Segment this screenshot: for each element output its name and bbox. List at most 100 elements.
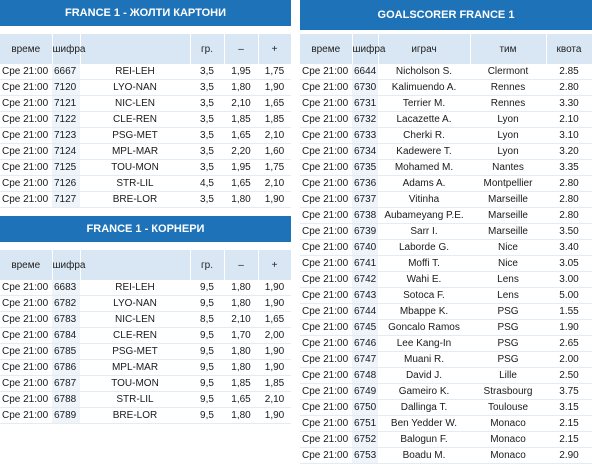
scorers-cell: Сре 21:00 bbox=[300, 111, 352, 128]
table-row[interactable]: Сре 21:00 6752 Balogun F. Monaco 2.15 bbox=[300, 431, 592, 448]
table-row[interactable]: Сре 21:00 6785 PSG-MET 9,5 1,80 1,90 bbox=[0, 343, 291, 360]
table-row[interactable]: Сре 21:00 6733 Cherki R. Lyon 3.10 bbox=[300, 127, 592, 144]
table-row[interactable]: Сре 21:00 6786 MPL-MAR 9,5 1,80 1,90 bbox=[0, 359, 291, 376]
table-row[interactable]: Сре 21:00 6787 TOU-MON 9,5 1,85 1,85 bbox=[0, 375, 291, 392]
table-row[interactable]: Сре 21:00 6737 Vitinha Marseille 2.80 bbox=[300, 191, 592, 208]
table-row[interactable]: Сре 21:00 6747 Muani R. PSG 2.00 bbox=[300, 351, 592, 368]
table-row[interactable]: Сре 21:00 6784 CLE-REN 9,5 1,70 2,00 bbox=[0, 327, 291, 344]
corners-cell: 1,85 bbox=[258, 375, 291, 392]
cards-cell: PSG-MET bbox=[80, 127, 190, 144]
scorers-cell: 2.80 bbox=[546, 191, 592, 208]
table-row[interactable]: Сре 21:00 6753 Boadu M. Monaco 2.90 bbox=[300, 447, 592, 464]
cards-cell: 1,75 bbox=[258, 64, 291, 80]
table-row[interactable]: Сре 21:00 7126 STR-LIL 4,5 1,65 2,10 bbox=[0, 175, 291, 192]
scorers-cell: Goncalo Ramos bbox=[378, 319, 470, 336]
scorers-cell: Lens bbox=[470, 271, 546, 288]
corners-cell: NIC-LEN bbox=[80, 311, 190, 328]
table-row[interactable]: Сре 21:00 6750 Dallinga T. Toulouse 3.15 bbox=[300, 399, 592, 416]
scorers-cell: Monaco bbox=[470, 431, 546, 448]
scorers-cell: Laborde G. bbox=[378, 239, 470, 256]
table-row[interactable]: Сре 21:00 6683 REI-LEH 9,5 1,80 1,90 bbox=[0, 280, 291, 296]
corners-header-3: гр. bbox=[190, 250, 225, 280]
table-row[interactable]: Сре 21:00 6743 Sotoca F. Lens 5.00 bbox=[300, 287, 592, 304]
corners-cell: 2,00 bbox=[258, 327, 291, 344]
scorers-cell: 6753 bbox=[352, 447, 378, 464]
table-row[interactable]: Сре 21:00 6734 Kadewere T. Lyon 3.20 bbox=[300, 143, 592, 160]
table-row[interactable]: Сре 21:00 6732 Lacazette A. Lyon 2.10 bbox=[300, 111, 592, 128]
scorers-cell: 3.15 bbox=[546, 399, 592, 416]
scorers-cell: Lille bbox=[470, 367, 546, 384]
table-row[interactable]: Сре 21:00 6789 BRE-LOR 9,5 1,80 1,90 bbox=[0, 407, 291, 424]
table-row[interactable]: Сре 21:00 6731 Terrier M. Rennes 3.30 bbox=[300, 95, 592, 112]
corners-header-5: + bbox=[258, 250, 292, 280]
table-row[interactable]: Сре 21:00 7125 TOU-MON 3,5 1,95 1,75 bbox=[0, 159, 291, 176]
table-row[interactable]: Сре 21:00 6739 Sarr I. Marseille 3.50 bbox=[300, 223, 592, 240]
cards-header-0: време bbox=[0, 34, 53, 64]
table-row[interactable]: Сре 21:00 6742 Wahi E. Lens 3.00 bbox=[300, 271, 592, 288]
table-row[interactable]: Сре 21:00 7120 LYO-NAN 3,5 1,80 1,90 bbox=[0, 79, 291, 96]
scorers-cell: 6744 bbox=[352, 303, 378, 320]
table-row[interactable]: Сре 21:00 6749 Gameiro K. Strasbourg 3.75 bbox=[300, 383, 592, 400]
table-row[interactable]: Сре 21:00 6738 Aubameyang P.E. Marseille 2.8… bbox=[300, 207, 592, 224]
corners-cell: Сре 21:00 bbox=[0, 343, 52, 360]
cards-cell: 1,85 bbox=[224, 111, 258, 128]
table-row[interactable]: Сре 21:00 6746 Lee Kang-In PSG 2.65 bbox=[300, 335, 592, 352]
table-row[interactable]: Сре 21:00 6741 Moffi T. Nice 3.05 bbox=[300, 255, 592, 272]
scorers-cell: Kadewere T. bbox=[378, 143, 470, 160]
scorers-cell: 1.55 bbox=[546, 303, 592, 320]
cards-cell: 3,5 bbox=[190, 79, 224, 96]
table-row[interactable]: Сре 21:00 6782 LYO-NAN 9,5 1,80 1,90 bbox=[0, 295, 291, 312]
table-row[interactable]: Сре 21:00 7127 BRE-LOR 3,5 1,80 1,90 bbox=[0, 191, 291, 208]
cards-cell: 1,80 bbox=[224, 191, 258, 208]
table-row[interactable]: Сре 21:00 6744 Mbappe K. PSG 1.55 bbox=[300, 303, 592, 320]
table-row[interactable]: Сре 21:00 6740 Laborde G. Nice 3.40 bbox=[300, 239, 592, 256]
scorers-header-2: играч bbox=[378, 34, 471, 64]
table-row[interactable]: Сре 21:00 6730 Kalimuendo A. Rennes 2.80 bbox=[300, 79, 592, 96]
table-row[interactable]: Сре 21:00 7121 NIC-LEN 3,5 2,10 1,65 bbox=[0, 95, 291, 112]
table-row[interactable]: Сре 21:00 6745 Goncalo Ramos PSG 1.90 bbox=[300, 319, 592, 336]
cards-cell: 1,60 bbox=[258, 143, 291, 160]
scorers-cell: Сре 21:00 bbox=[300, 431, 352, 448]
corners-cell: 9,5 bbox=[190, 280, 224, 296]
corners-cell: 2,10 bbox=[224, 311, 258, 328]
scorers-cell: Сре 21:00 bbox=[300, 143, 352, 160]
corners-cell: 1,90 bbox=[258, 359, 291, 376]
scorers-cell: Dallinga T. bbox=[378, 399, 470, 416]
corners-cell: 9,5 bbox=[190, 375, 224, 392]
scorers-cell: Wahi E. bbox=[378, 271, 470, 288]
scorers-cell: PSG bbox=[470, 303, 546, 320]
corners-cell: 1,65 bbox=[224, 391, 258, 408]
table-row[interactable]: Сре 21:00 6751 Ben Yedder W. Monaco 2.15 bbox=[300, 415, 592, 432]
cards-cell: Сре 21:00 bbox=[0, 175, 52, 192]
table-row[interactable]: Сре 21:00 7122 CLE-REN 3,5 1,85 1,85 bbox=[0, 111, 291, 128]
scorers-cell: Monaco bbox=[470, 447, 546, 464]
scorers-cell: 6745 bbox=[352, 319, 378, 336]
scorers-cell: Сре 21:00 bbox=[300, 335, 352, 352]
cards-cell: 1,95 bbox=[224, 64, 258, 80]
table-row[interactable]: Сре 21:00 6788 STR-LIL 9,5 1,65 2,10 bbox=[0, 391, 291, 408]
cards-cell: 1,80 bbox=[224, 79, 258, 96]
table-row[interactable]: Сре 21:00 6644 Nicholson S. Clermont 2.85 bbox=[300, 64, 592, 80]
corners-cell: 6786 bbox=[52, 359, 80, 376]
corners-cell: Сре 21:00 bbox=[0, 327, 52, 344]
scorers-cell: Lyon bbox=[470, 143, 546, 160]
scorers-cell: Сре 21:00 bbox=[300, 127, 352, 144]
table-row[interactable]: Сре 21:00 7124 MPL-MAR 3,5 2,20 1,60 bbox=[0, 143, 291, 160]
scorers-cell: 3.50 bbox=[546, 223, 592, 240]
table-row[interactable]: Сре 21:00 6783 NIC-LEN 8,5 2,10 1,65 bbox=[0, 311, 291, 328]
corners-cell: 6788 bbox=[52, 391, 80, 408]
scorers-cell: 6737 bbox=[352, 191, 378, 208]
scorers-cell: 6736 bbox=[352, 175, 378, 192]
table-row[interactable]: Сре 21:00 6667 REI-LEH 3,5 1,95 1,75 bbox=[0, 64, 291, 80]
scorers-cell: Moffi T. bbox=[378, 255, 470, 272]
table-row[interactable]: Сре 21:00 7123 PSG-MET 3,5 1,65 2,10 bbox=[0, 127, 291, 144]
scorers-cell: David J. bbox=[378, 367, 470, 384]
table-row[interactable]: Сре 21:00 6735 Mohamed M. Nantes 3.35 bbox=[300, 159, 592, 176]
scorers-cell: 3.00 bbox=[546, 271, 592, 288]
scorers-cell: Marseille bbox=[470, 207, 546, 224]
scorers-title: GOALSCORER FRANCE 1 bbox=[300, 0, 592, 30]
table-row[interactable]: Сре 21:00 6748 David J. Lille 2.50 bbox=[300, 367, 592, 384]
scorers-cell: Nantes bbox=[470, 159, 546, 176]
table-row[interactable]: Сре 21:00 6736 Adams A. Montpellier 2.80 bbox=[300, 175, 592, 192]
scorers-cell: Rennes bbox=[470, 95, 546, 112]
